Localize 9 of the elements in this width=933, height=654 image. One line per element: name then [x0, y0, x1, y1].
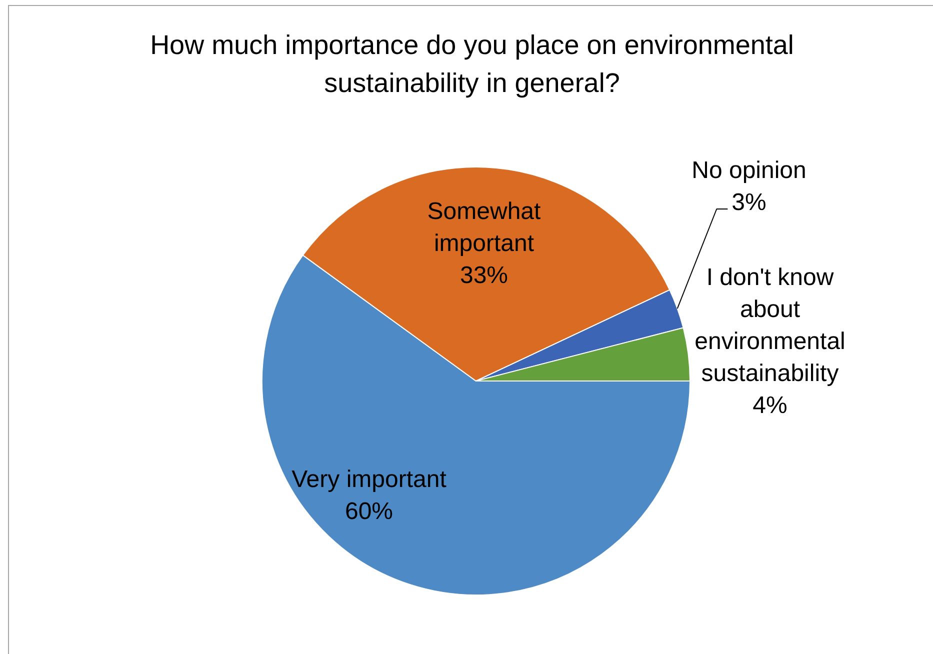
data-label: 60% — [344, 498, 394, 524]
slice-label: No opinion — [692, 156, 806, 184]
data-label: 3% — [732, 188, 766, 216]
slice-label: Very important — [292, 466, 447, 492]
slice-label: I don't know about environmental sustainability — [694, 264, 846, 386]
chart-title: How much importance do you place on environmental sustainability in general? — [149, 29, 795, 100]
data-label: 4% — [752, 392, 788, 418]
data-label: 33% — [460, 262, 508, 288]
slice-label: Somewhat important — [427, 198, 542, 256]
